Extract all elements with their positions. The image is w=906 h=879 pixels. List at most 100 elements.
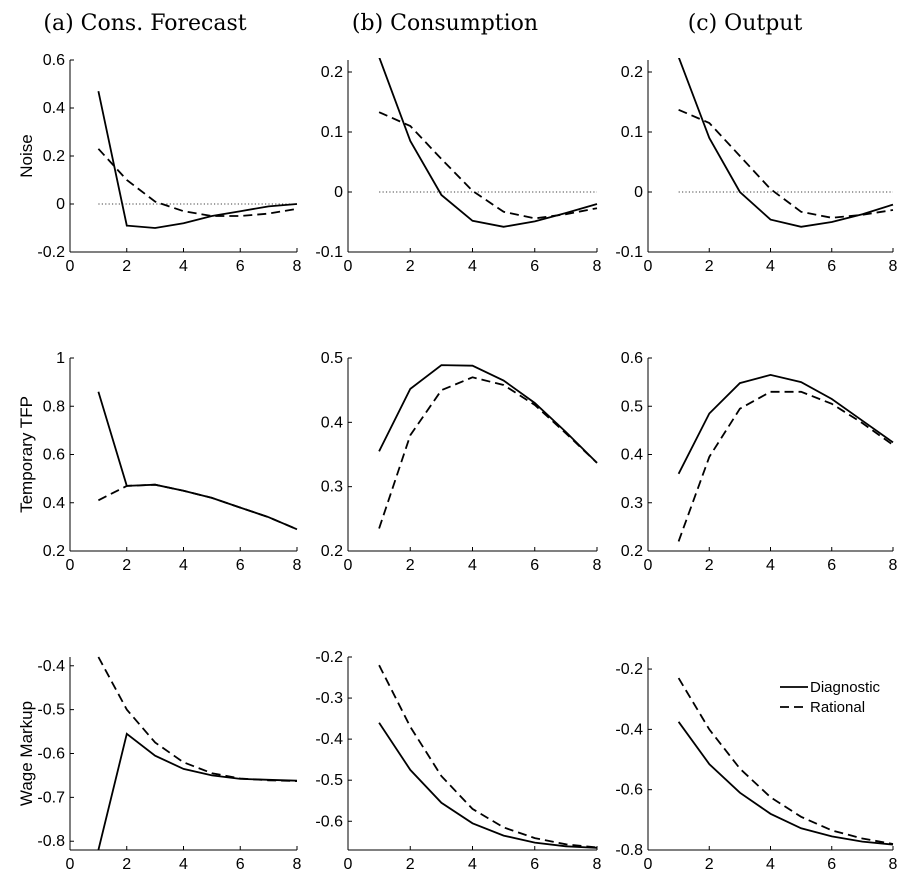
column-title-2: (c) Output	[688, 11, 803, 36]
panel-r1-c0: 0 2 4 6 8 0.2 0.4 0.6 0.8 1	[43, 350, 302, 574]
x-tick-label: 8	[889, 258, 898, 275]
diagnostic-series-line	[677, 721, 894, 846]
rational-series-line	[677, 677, 894, 845]
rational-series-line	[97, 656, 298, 782]
x-tick-label: 2	[122, 557, 131, 574]
legend-rational-label: Rational	[810, 699, 865, 716]
y-tick-label: 0.2	[321, 64, 343, 81]
panel-r2-c0: 0 2 4 6 8 -0.8 -0.7 -0.6 -0.5 -0.4	[37, 656, 302, 873]
y-tick-label: -0.6	[315, 813, 343, 830]
y-tick-label: -0.4	[37, 658, 65, 675]
x-tick-label: 6	[827, 258, 836, 275]
x-tick-label: 6	[530, 557, 539, 574]
y-tick-label: -0.5	[315, 772, 343, 789]
y-tick-label: -0.6	[615, 782, 643, 799]
y-tick-label: 1	[56, 350, 65, 367]
x-tick-label: 8	[293, 856, 302, 873]
y-tick-label: 0.6	[621, 350, 643, 367]
x-tick-label: 2	[406, 557, 415, 574]
y-tick-label: 0.5	[621, 398, 643, 415]
y-tick-label: -0.8	[615, 842, 643, 859]
panel-r1-c1: 0 2 4 6 8 0.2 0.3 0.4 0.5	[321, 350, 602, 574]
x-tick-label: 2	[705, 258, 714, 275]
x-tick-label: 6	[827, 856, 836, 873]
y-tick-label: 0.2	[621, 64, 643, 81]
x-tick-label: 4	[468, 258, 477, 275]
rational-series-line	[97, 483, 298, 531]
y-tick-label: -0.2	[37, 244, 65, 261]
rational-series-line	[378, 664, 598, 849]
panel-r1-c2: 0 2 4 6 8 0.2 0.3 0.4 0.5 0.6	[621, 350, 898, 574]
y-tick-label: 0.2	[43, 148, 65, 165]
row-label-0: Noise	[17, 134, 36, 177]
diagnostic-series-line	[97, 391, 298, 531]
x-tick-label: 4	[179, 856, 188, 873]
x-tick-label: 8	[593, 557, 602, 574]
rational-series-line	[378, 376, 598, 529]
x-tick-label: 0	[644, 856, 653, 873]
x-tick-label: 0	[66, 258, 75, 275]
x-tick-label: 0	[66, 557, 75, 574]
column-title-0: (a) Cons. Forecast	[43, 11, 246, 36]
x-tick-label: 0	[344, 557, 353, 574]
diagnostic-series-line	[378, 722, 598, 849]
y-tick-label: 0.4	[43, 495, 65, 512]
y-tick-label: -0.8	[37, 833, 65, 850]
x-tick-label: 6	[530, 856, 539, 873]
y-tick-label: -0.2	[615, 661, 643, 678]
y-tick-label: 0.5	[321, 350, 343, 367]
x-tick-label: 4	[179, 258, 188, 275]
panel-r0-c1: 0 2 4 6 8-0.100.10.2	[315, 58, 602, 275]
x-tick-label: 6	[530, 258, 539, 275]
x-tick-label: 8	[293, 258, 302, 275]
x-tick-label: 2	[406, 258, 415, 275]
panel-r0-c0: 0 2 4 6 8-0.200.20.40.6	[37, 52, 301, 275]
y-tick-label: 0.2	[621, 543, 643, 560]
y-tick-label: 0.3	[321, 479, 343, 496]
x-tick-label: 4	[179, 557, 188, 574]
x-tick-label: 8	[889, 557, 898, 574]
y-tick-label: 0.1	[321, 124, 343, 141]
rational-series-line	[678, 108, 894, 219]
y-tick-label: -0.1	[615, 244, 643, 261]
x-tick-label: 6	[236, 856, 245, 873]
y-tick-label: -0.4	[615, 721, 643, 738]
y-tick-label: -0.5	[37, 702, 65, 719]
rational-series-line	[677, 390, 894, 542]
x-tick-label: 4	[468, 557, 477, 574]
rational-series-line	[97, 148, 298, 217]
y-tick-label: 0.4	[321, 414, 343, 431]
column-title-1: (b) Consumption	[352, 11, 538, 36]
x-tick-label: 6	[236, 557, 245, 574]
y-tick-label: 0.3	[621, 495, 643, 512]
x-tick-label: 4	[766, 557, 775, 574]
y-tick-label: 0.2	[43, 543, 65, 560]
y-tick-label: -0.1	[315, 244, 343, 261]
y-tick-label: 0.4	[621, 447, 643, 464]
panel-r2-c2: 0 2 4 6 8 -0.8 -0.6 -0.4 -0.2	[615, 657, 898, 873]
x-tick-label: 4	[468, 856, 477, 873]
x-tick-label: 2	[705, 557, 714, 574]
x-tick-label: 4	[766, 258, 775, 275]
y-tick-label: -0.6	[37, 746, 65, 763]
x-tick-label: 2	[705, 856, 714, 873]
panel-r2-c1: 0 2 4 6 8 -0.6 -0.5 -0.4 -0.3 -0.2	[315, 649, 601, 873]
row-label-1: Temporary TFP	[17, 396, 36, 513]
y-tick-label: -0.2	[315, 649, 343, 666]
diagnostic-series-line	[97, 732, 298, 850]
y-tick-label: 0.4	[43, 100, 65, 117]
diagnostic-series-line	[677, 373, 894, 475]
x-tick-label: 6	[236, 258, 245, 275]
x-tick-label: 2	[122, 258, 131, 275]
y-tick-label: 0.6	[43, 447, 65, 464]
x-tick-label: 0	[344, 856, 353, 873]
x-tick-label: 0	[66, 856, 75, 873]
row-label-2: Wage Markup	[17, 701, 36, 806]
y-tick-label: 0.6	[43, 52, 65, 69]
y-tick-label: -0.7	[37, 789, 65, 806]
diagnostic-series-line	[97, 91, 298, 229]
x-tick-label: 2	[406, 856, 415, 873]
x-tick-label: 8	[593, 856, 602, 873]
y-tick-label: 0.1	[621, 124, 643, 141]
